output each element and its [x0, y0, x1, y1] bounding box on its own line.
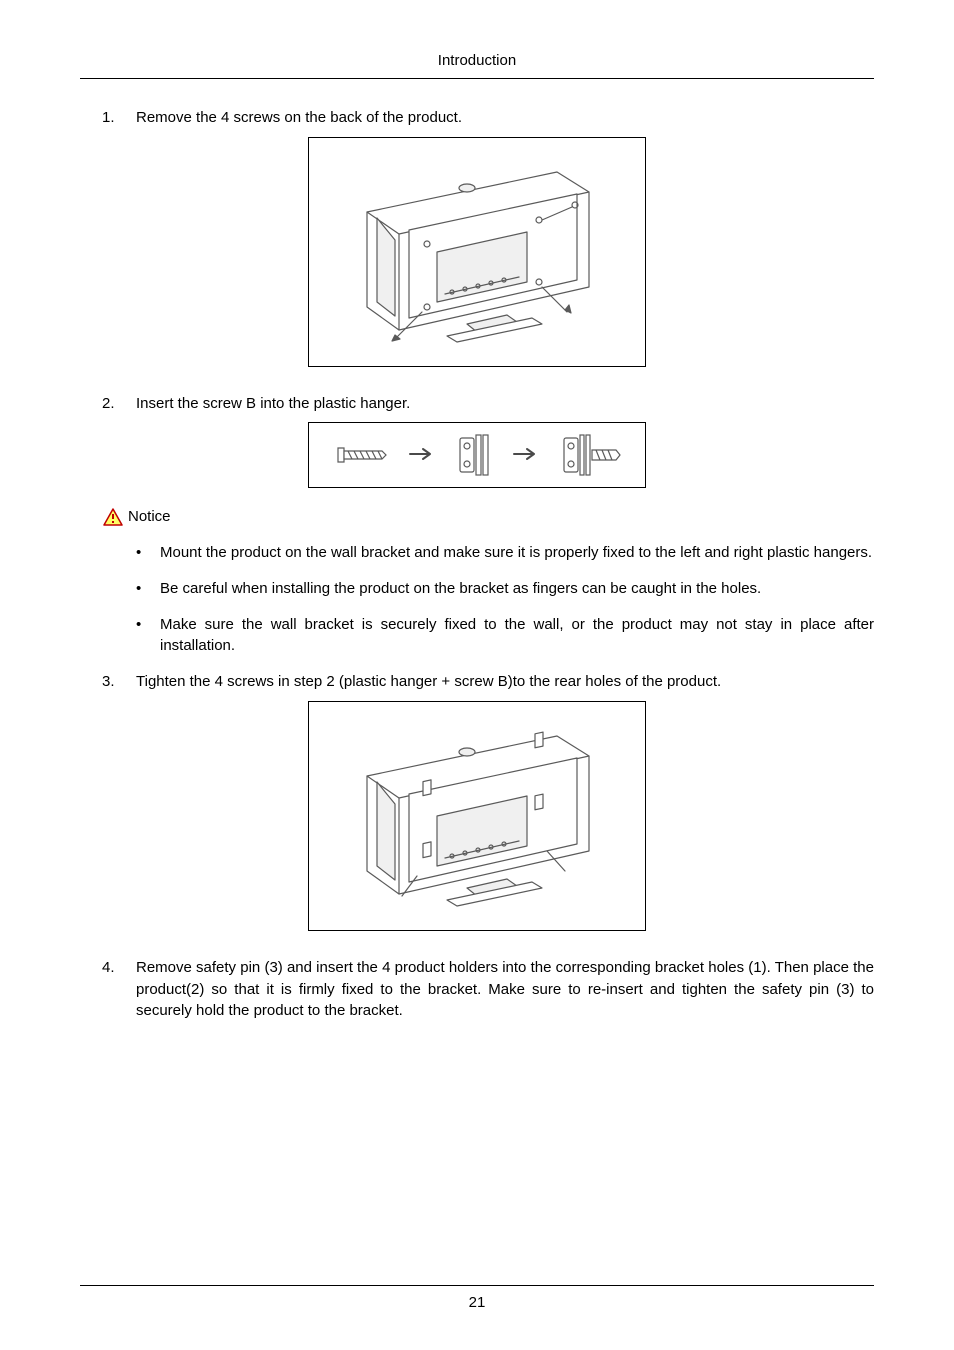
notice-bullet: • Make sure the wall bracket is securely…	[136, 614, 874, 658]
figure-2	[308, 422, 646, 488]
page-footer: 21	[80, 1285, 874, 1314]
page-header: Introduction	[80, 50, 874, 78]
notice-bullet: • Mount the product on the wall bracket …	[136, 542, 874, 564]
header-title: Introduction	[438, 52, 516, 69]
bullet-marker: •	[136, 542, 160, 564]
figure-1	[308, 137, 646, 367]
step-number: 2.	[102, 393, 136, 415]
page-container: Introduction 1. Remove the 4 screws on t…	[0, 0, 954, 1350]
screw-icon	[332, 438, 390, 472]
notice-bullet: • Be careful when installing the product…	[136, 578, 874, 600]
arrow-icon	[512, 441, 540, 470]
step-number: 1.	[102, 107, 136, 129]
hanger-icon	[454, 432, 494, 478]
bullet-marker: •	[136, 614, 160, 658]
step-1: 1. Remove the 4 screws on the back of th…	[102, 107, 874, 129]
bullet-text: Make sure the wall bracket is securely f…	[160, 614, 874, 658]
notice-header: Notice	[102, 506, 874, 528]
bullet-text: Be careful when installing the product o…	[160, 578, 874, 600]
footer-rule	[80, 1285, 874, 1286]
bullet-text: Mount the product on the wall bracket an…	[160, 542, 874, 564]
step-number: 4.	[102, 957, 136, 979]
header-rule	[80, 78, 874, 79]
step-4: 4. Remove safety pin (3) and insert the …	[102, 957, 874, 1022]
notice-label: Notice	[128, 506, 171, 528]
step-text: Tighten the 4 screws in step 2 (plastic …	[136, 671, 874, 693]
arrow-icon	[408, 441, 436, 470]
step-text: Remove safety pin (3) and insert the 4 p…	[136, 957, 874, 1022]
warning-triangle-icon	[102, 507, 124, 527]
step-text: Remove the 4 screws on the back of the p…	[136, 107, 874, 129]
page-number: 21	[80, 1292, 874, 1314]
step-text: Insert the screw B into the plastic hang…	[136, 393, 874, 415]
hanger-with-screw-icon	[558, 432, 622, 478]
tv-back-screws-illustration	[327, 152, 627, 352]
step-2: 2. Insert the screw B into the plastic h…	[102, 393, 874, 415]
figure-3	[308, 701, 646, 931]
step-3: 3. Tighten the 4 screws in step 2 (plast…	[102, 671, 874, 693]
step-number: 3.	[102, 671, 136, 693]
tv-back-hangers-illustration	[327, 716, 627, 916]
bullet-marker: •	[136, 578, 160, 600]
